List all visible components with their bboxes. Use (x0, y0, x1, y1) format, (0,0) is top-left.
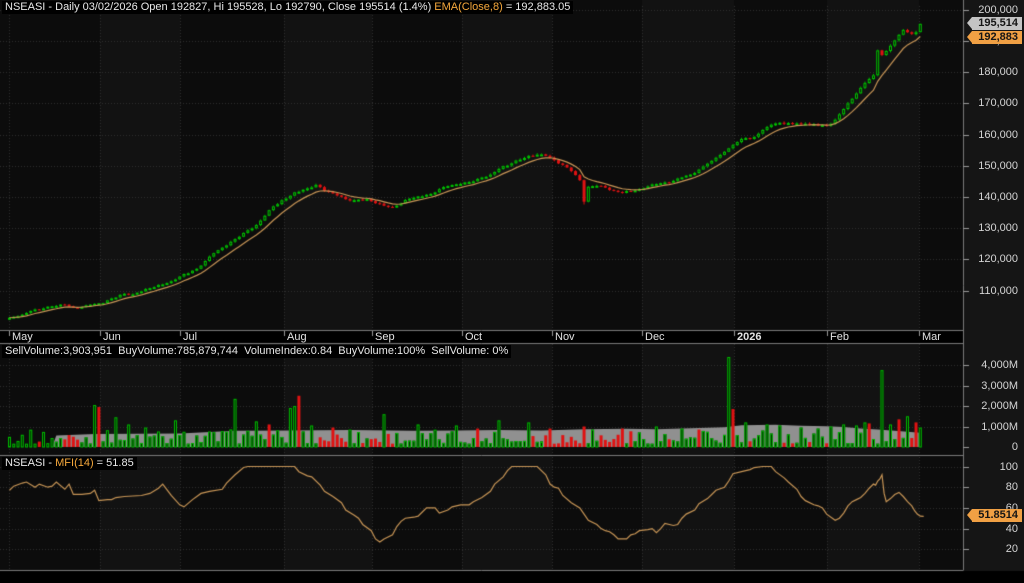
price-axis-label: 150,000 (978, 160, 1018, 172)
volume-pane-title: SellVolume:3,903,951 BuyVolume:785,879,7… (5, 345, 509, 357)
month-label: 2026 (737, 331, 762, 343)
price-axis-label: 200,000 (978, 4, 1018, 16)
month-label: Mar (922, 331, 941, 343)
mfi-value-tag: 51.8514 (967, 509, 1022, 522)
ema-label: EMA(Close,8) (434, 1, 503, 13)
price-axis-label: 160,000 (978, 129, 1018, 141)
month-label: Aug (287, 331, 307, 343)
mfi-axis-label: 40 (1005, 523, 1018, 535)
price-axis-label: 130,000 (978, 222, 1018, 234)
price-axis-label: 110,000 (979, 285, 1018, 297)
month-label: Sep (375, 331, 395, 343)
month-label: Dec (645, 331, 665, 343)
month-label: Oct (465, 331, 483, 343)
mfi-symbol: NSEASI - (5, 457, 56, 469)
ema-value-tag: 192,883 (967, 31, 1022, 44)
mfi-axis-label: 100 (999, 461, 1018, 473)
month-label: May (12, 331, 33, 343)
mfi-pane-header: NSEASI - MFI(14) = 51.85 (2, 457, 137, 470)
mfi-axis-label: 80 (1005, 481, 1018, 493)
price-axis-label: 170,000 (978, 97, 1018, 109)
volume-axis-label: 1,000M (981, 421, 1018, 433)
month-label: Nov (555, 331, 575, 343)
mfi-value: = 51.85 (93, 457, 134, 469)
mfi-indicator-label: MFI(14) (55, 457, 94, 469)
month-label: Jul (183, 331, 198, 343)
month-label: Feb (830, 331, 849, 343)
mfi-axis-label: 20 (1005, 543, 1018, 555)
price-axis-label: 120,000 (978, 253, 1018, 265)
last-price-tag: 195,514 (967, 17, 1022, 30)
price-axis-label: 180,000 (978, 66, 1018, 78)
volume-pane-header: SellVolume:3,903,951 BuyVolume:785,879,7… (2, 345, 512, 358)
price-axis-label: 140,000 (978, 191, 1018, 203)
price-pane-header: NSEASI - Daily 03/02/2026 Open 192827, H… (2, 1, 574, 14)
price-pane-title: NSEASI - Daily 03/02/2026 Open 192827, H… (5, 1, 435, 13)
volume-axis-label: 2,000M (981, 400, 1018, 412)
month-label: Jun (103, 331, 121, 343)
volume-axis-label: 4,000M (981, 359, 1018, 371)
volume-axis-label: 3,000M (981, 380, 1018, 392)
volume-axis-label: 0 (1011, 441, 1018, 453)
ema-value: = 192,883.05 (502, 1, 571, 13)
